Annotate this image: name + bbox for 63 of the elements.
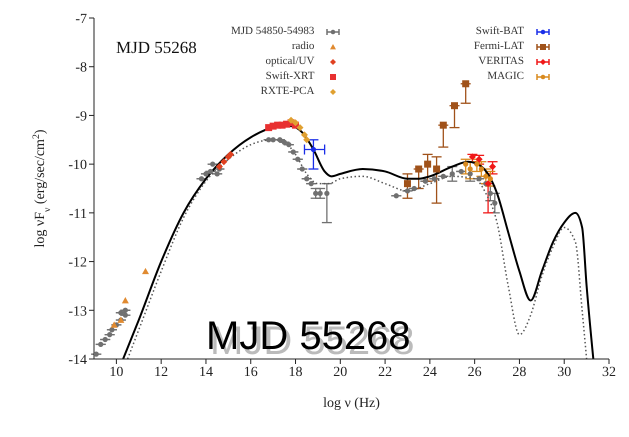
y-tick-label: -9 — [75, 109, 87, 124]
point — [110, 321, 118, 328]
point — [292, 119, 300, 126]
point — [488, 190, 493, 196]
point — [492, 200, 498, 206]
point — [450, 171, 455, 177]
x-tick-label: 18 — [288, 364, 303, 380]
x-tick-label: 10 — [109, 364, 124, 380]
point — [415, 166, 422, 173]
point — [483, 174, 488, 179]
point — [468, 171, 473, 177]
legend-label: radio — [292, 39, 314, 54]
point — [474, 162, 480, 167]
point — [484, 180, 492, 188]
y-tick-label: -10 — [68, 158, 87, 174]
x-tick-label: 16 — [244, 364, 258, 380]
legend-label: RXTE-PCA — [260, 84, 314, 99]
legend-label: MJD 54850-54983 — [231, 24, 314, 39]
point — [288, 116, 295, 124]
x-tick-label: 14 — [198, 364, 213, 380]
legend-label: Fermi-LAT — [474, 39, 524, 54]
point — [478, 166, 484, 172]
x-tick-label: 24 — [422, 364, 437, 380]
point — [296, 124, 304, 132]
legend-label: MAGIC — [487, 69, 524, 84]
y-tick-label: -12 — [68, 256, 87, 271]
point — [424, 160, 432, 168]
x-tick-label: 32 — [602, 364, 616, 380]
point — [324, 190, 330, 196]
annotation: MJD 55268 — [206, 314, 411, 359]
point — [488, 176, 493, 182]
x-tick-label: 20 — [333, 364, 348, 380]
point — [433, 166, 440, 173]
legend-label: VERITAS — [478, 54, 524, 69]
point — [220, 158, 228, 166]
point — [404, 180, 411, 188]
point — [462, 80, 470, 88]
point — [227, 150, 234, 158]
x-tick-label: 30 — [557, 364, 572, 380]
y-tick-label: -11 — [68, 206, 87, 222]
point — [468, 166, 473, 172]
y-tick-label: -7 — [75, 12, 87, 27]
point — [310, 146, 316, 152]
legend-label: Swift-XRT — [266, 69, 314, 84]
x-tick-label: 12 — [154, 364, 168, 380]
point — [142, 268, 149, 274]
y-tick-label: -8 — [75, 60, 87, 76]
point — [489, 163, 496, 170]
point — [313, 190, 318, 196]
x-axis-title: log ν (Hz) — [323, 396, 380, 411]
x-tick-label: 22 — [378, 364, 392, 380]
point — [122, 297, 129, 304]
annotation: MJD 55268 — [116, 38, 197, 58]
x-tick-label: 26 — [468, 364, 482, 380]
y-tick-label: -14 — [68, 352, 87, 368]
y-tick-label: -13 — [68, 304, 87, 320]
x-tick-label: 28 — [512, 364, 526, 380]
legend-label: Swift-BAT — [476, 24, 524, 39]
point — [318, 190, 323, 196]
point — [303, 136, 310, 144]
point — [300, 131, 308, 138]
legend-label: optical/UV — [266, 54, 314, 69]
point — [463, 162, 468, 167]
